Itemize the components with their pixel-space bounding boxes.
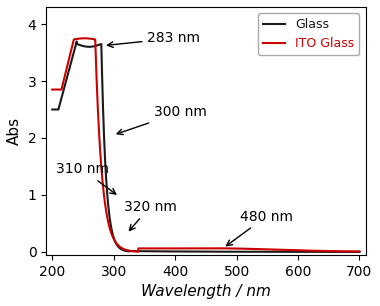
Legend: Glass, ITO Glass: Glass, ITO Glass: [258, 13, 359, 55]
Text: 283 nm: 283 nm: [108, 31, 201, 47]
Glass: [181, 250, 186, 253]
ITO Glass: [82, 36, 87, 40]
Glass: [357, 250, 362, 254]
Text: 310 nm: 310 nm: [56, 162, 116, 194]
Glass: [168, 250, 173, 253]
Glass: [103, 168, 108, 172]
ITO Glass: [352, 249, 356, 253]
Glass: [50, 108, 54, 111]
ITO Glass: [357, 250, 362, 253]
ITO Glass: [168, 247, 173, 250]
Text: 320 nm: 320 nm: [124, 200, 176, 230]
Line: ITO Glass: ITO Glass: [52, 38, 359, 252]
ITO Glass: [50, 88, 54, 91]
X-axis label: Wavelength / nm: Wavelength / nm: [141, 284, 271, 299]
Text: 480 nm: 480 nm: [226, 210, 293, 246]
Line: Glass: Glass: [52, 42, 359, 252]
ITO Glass: [136, 250, 141, 253]
Glass: [318, 250, 323, 254]
Glass: [74, 40, 79, 43]
ITO Glass: [103, 206, 108, 210]
ITO Glass: [181, 246, 186, 250]
Y-axis label: Abs: Abs: [7, 117, 22, 145]
Glass: [351, 250, 356, 254]
ITO Glass: [85, 36, 90, 40]
Text: 300 nm: 300 nm: [117, 105, 206, 135]
Glass: [85, 45, 90, 49]
ITO Glass: [318, 249, 323, 253]
